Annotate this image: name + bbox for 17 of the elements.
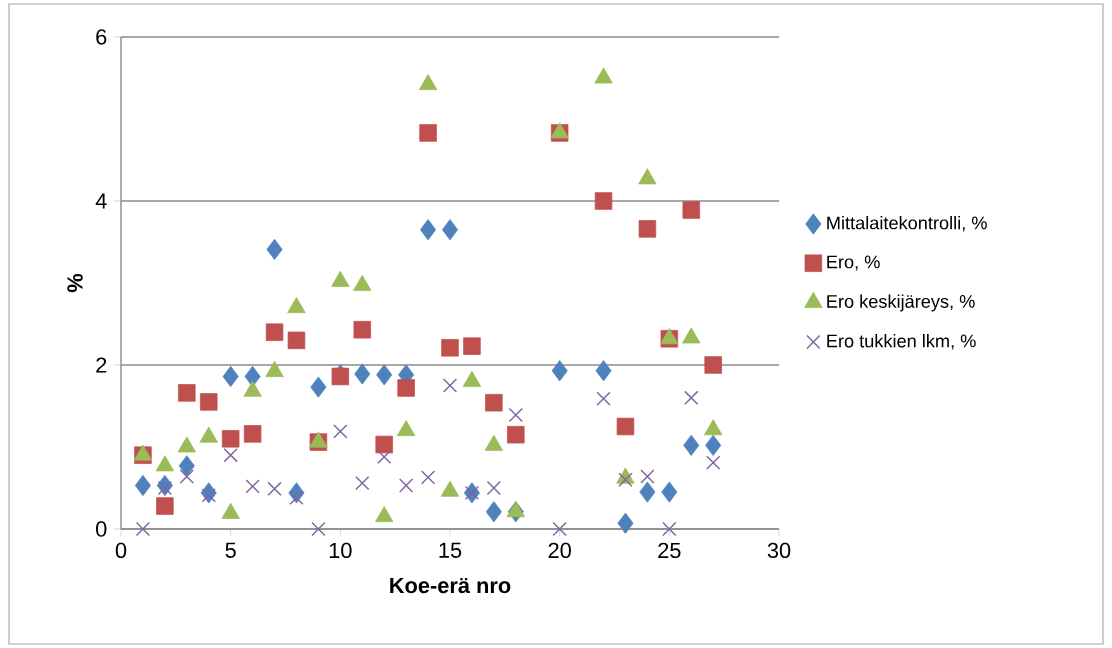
y-tick-label: 6 — [96, 29, 107, 45]
x-tick-label: 25 — [658, 542, 681, 559]
y-axis-title: % — [67, 273, 83, 293]
y-tick-label: 2 — [96, 357, 107, 373]
x-tick-label: 30 — [767, 542, 791, 559]
x-axis-title: Koe-erä nro — [390, 577, 511, 594]
x-tick-label: 0 — [115, 542, 127, 559]
x-tick-label: 20 — [548, 542, 571, 559]
legend-label: Mittalaitekontrolli, % — [827, 216, 987, 232]
legend-label: Ero keskijäreys, % — [827, 294, 975, 312]
y-tick-label: 4 — [95, 193, 107, 209]
y-tick-label: 0 — [96, 521, 107, 537]
x-tick-label: 10 — [329, 542, 352, 559]
x-tick-label: 15 — [439, 542, 462, 558]
legend-label: Ero tukkien lkm, % — [827, 334, 976, 350]
legend-label: Ero, % — [827, 255, 880, 271]
x-tick-label: 5 — [225, 542, 236, 558]
